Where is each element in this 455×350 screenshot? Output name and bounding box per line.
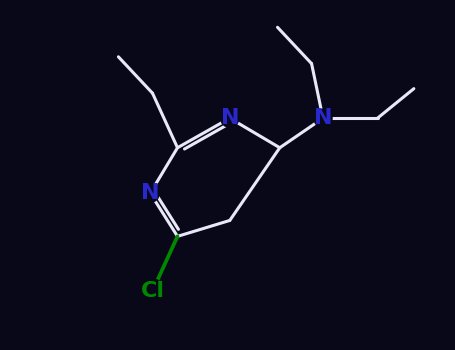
Circle shape <box>141 184 159 202</box>
Text: Cl: Cl <box>141 281 165 301</box>
Circle shape <box>221 109 239 127</box>
Text: N: N <box>221 108 239 128</box>
Circle shape <box>141 279 164 303</box>
Text: N: N <box>141 183 159 203</box>
Text: N: N <box>313 108 332 128</box>
Circle shape <box>314 109 332 127</box>
